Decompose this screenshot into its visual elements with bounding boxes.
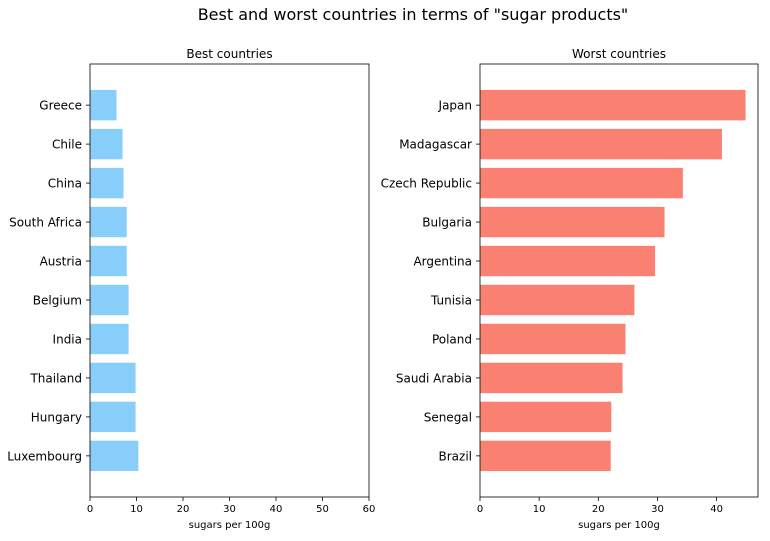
x-tick-label: 0 xyxy=(477,504,483,515)
best-bar-thailand xyxy=(90,362,136,394)
best-bar-luxembourg xyxy=(90,440,139,472)
x-tick-label: 40 xyxy=(270,504,283,515)
worst-bar-madagascar xyxy=(480,128,722,160)
best-panel-title: Best countries xyxy=(186,47,272,61)
worst-bar-argentina xyxy=(480,245,656,277)
y-tick-label: Senegal xyxy=(424,410,472,424)
x-tick-label: 40 xyxy=(710,504,723,515)
worst-bar-poland xyxy=(480,323,626,355)
y-tick-label: Madagascar xyxy=(399,138,472,152)
y-tick-label: Thailand xyxy=(29,371,82,385)
worst-bar-senegal xyxy=(480,401,612,433)
x-tick-label: 30 xyxy=(651,504,664,515)
worst-bar-tunisia xyxy=(480,284,635,316)
best-x-axis-label: sugars per 100g xyxy=(189,520,271,531)
best-bar-chile xyxy=(90,128,123,160)
worst-bar-bulgaria xyxy=(480,206,665,238)
y-tick-label: Japan xyxy=(438,99,472,113)
y-tick-label: Brazil xyxy=(439,449,473,463)
worst-bar-czech-republic xyxy=(480,167,683,199)
x-tick-label: 20 xyxy=(177,504,190,515)
y-tick-label: Poland xyxy=(432,332,472,346)
x-tick-label: 10 xyxy=(533,504,546,515)
worst-panel-title: Worst countries xyxy=(572,47,666,61)
worst-bar-brazil xyxy=(480,440,611,472)
worst-x-axis-label: sugars per 100g xyxy=(578,520,660,531)
worst-bar-japan xyxy=(480,89,746,121)
y-tick-label: Luxembourg xyxy=(7,449,82,463)
x-tick-label: 60 xyxy=(363,504,376,515)
best-bar-south-africa xyxy=(90,206,127,238)
y-tick-label: Greece xyxy=(39,99,82,113)
x-tick-label: 10 xyxy=(130,504,143,515)
figure-title: Best and worst countries in terms of "su… xyxy=(198,5,629,24)
best-bar-austria xyxy=(90,245,127,277)
best-bar-india xyxy=(90,323,129,355)
best-bar-china xyxy=(90,167,124,199)
y-tick-label: Austria xyxy=(40,255,82,269)
x-tick-label: 20 xyxy=(592,504,605,515)
y-tick-label: Hungary xyxy=(31,410,82,424)
best-countries-panel: Best countries Greece Chile China South Afri… xyxy=(7,47,375,531)
best-bar-belgium xyxy=(90,284,129,316)
worst-countries-panel: Worst countries Japan Madagascar Czech Repu… xyxy=(381,47,759,531)
y-tick-label: Bulgaria xyxy=(422,216,472,230)
y-tick-label: South Africa xyxy=(9,216,82,230)
y-tick-label: Belgium xyxy=(33,293,82,307)
worst-axes-frame xyxy=(479,63,759,498)
worst-bar-saudi-arabia xyxy=(480,362,623,394)
y-tick-label: Czech Republic xyxy=(381,177,472,191)
x-tick-label: 0 xyxy=(87,504,93,515)
best-bar-hungary xyxy=(90,401,136,433)
y-tick-label: Chile xyxy=(52,138,82,152)
y-tick-label: India xyxy=(53,332,82,346)
y-tick-label: Saudi Arabia xyxy=(396,371,472,385)
y-tick-label: Tunisia xyxy=(430,293,472,307)
best-bar-greece xyxy=(90,89,117,121)
x-tick-label: 30 xyxy=(223,504,236,515)
y-tick-label: China xyxy=(48,177,82,191)
y-tick-label: Argentina xyxy=(413,255,472,269)
x-tick-label: 50 xyxy=(316,504,329,515)
